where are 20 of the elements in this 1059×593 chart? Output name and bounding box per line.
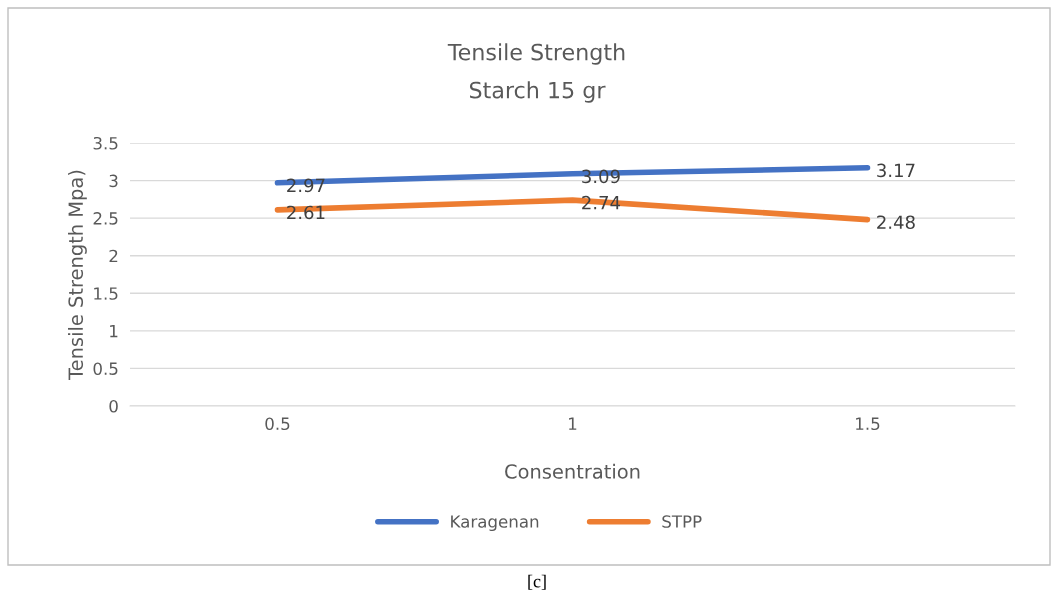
- chart-subtitle: Starch 15 gr: [469, 81, 606, 103]
- y-tick-label: 2.5: [93, 212, 118, 225]
- x-axis-title: Consentration: [505, 463, 640, 479]
- y-tick-label: 3.5: [93, 136, 118, 150]
- y-tick-label: 1.5: [94, 287, 118, 300]
- legend-label: Karagenan: [451, 515, 539, 532]
- y-tick-label: 1: [110, 325, 118, 338]
- x-tick-label: 0.5: [265, 417, 290, 431]
- y-tick-label: 0.5: [93, 362, 118, 375]
- chart-title: Tensile Strength: [447, 43, 625, 65]
- y-axis-title: Tensile Strength Mpa): [68, 170, 87, 380]
- text: [c]: [528, 574, 546, 590]
- y-tick-label: 2: [109, 249, 118, 263]
- y-tick-label: 3: [109, 174, 118, 188]
- data-label: 2.48: [877, 215, 915, 230]
- data-label: 3.17: [877, 163, 915, 178]
- x-tick-label: 1: [569, 417, 577, 430]
- x-tick-label: 1.5: [856, 417, 880, 431]
- legend-label: STPP: [662, 515, 702, 528]
- y-tick-label: 0: [109, 399, 118, 413]
